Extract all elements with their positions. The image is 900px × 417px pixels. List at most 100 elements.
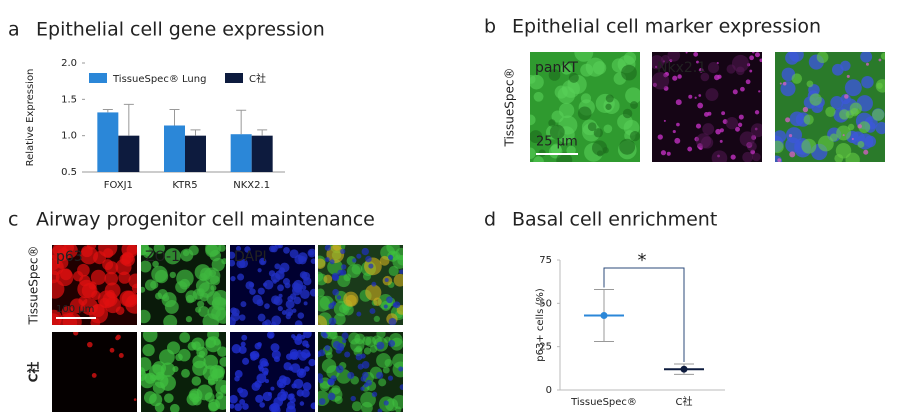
cell	[172, 365, 179, 373]
cell	[387, 375, 394, 381]
cell	[657, 134, 663, 140]
bar	[230, 134, 252, 172]
cell	[677, 74, 682, 79]
cell	[530, 74, 536, 84]
cell	[324, 345, 331, 351]
cell	[259, 402, 265, 408]
cell	[176, 269, 194, 288]
cell	[605, 103, 612, 110]
cell	[373, 297, 382, 306]
cell	[831, 63, 844, 76]
y-tick-label: 0.5	[61, 167, 77, 178]
panel-title: Airway progenitor cell maintenance	[36, 209, 375, 231]
micrograph	[141, 332, 226, 412]
bar	[118, 135, 140, 172]
cell	[801, 138, 817, 154]
cell	[707, 61, 720, 74]
mean-point	[680, 365, 688, 373]
cell	[234, 403, 243, 412]
cell	[661, 54, 670, 64]
cell	[249, 288, 256, 295]
micrograph	[230, 332, 315, 412]
cell	[789, 111, 805, 127]
cell	[79, 275, 91, 287]
cell	[300, 349, 311, 359]
cell	[332, 288, 339, 296]
micrograph	[230, 245, 315, 325]
cell	[205, 336, 222, 353]
channel-label: p63	[56, 249, 83, 265]
cell	[153, 245, 166, 254]
cell	[667, 52, 681, 62]
cell	[197, 300, 205, 308]
cell	[98, 245, 118, 258]
cell	[725, 116, 739, 130]
cell	[730, 154, 736, 160]
cell	[118, 271, 131, 284]
cell	[285, 299, 295, 309]
cell	[116, 334, 121, 340]
cell	[392, 361, 403, 378]
error-bar	[236, 109, 247, 135]
cell	[621, 64, 637, 81]
cell	[196, 384, 213, 401]
cell	[357, 363, 364, 370]
cell	[548, 69, 561, 81]
cell	[388, 265, 399, 277]
cell	[324, 257, 330, 263]
cell	[230, 259, 236, 267]
cell	[858, 121, 871, 134]
cell	[180, 248, 194, 262]
cell	[591, 140, 608, 156]
panel-title: Basal cell enrichment	[512, 209, 717, 231]
cell	[363, 347, 372, 355]
cell	[257, 364, 264, 370]
cell	[178, 348, 191, 362]
y-axis-label: Relative Expression	[25, 69, 36, 167]
cell	[220, 384, 226, 394]
cell	[289, 397, 296, 404]
cell	[199, 273, 208, 282]
cell	[64, 245, 75, 253]
cell	[211, 299, 221, 308]
cell	[779, 82, 782, 85]
cell	[803, 114, 814, 125]
cell	[91, 372, 97, 378]
legend-swatch	[225, 73, 243, 83]
cell	[192, 360, 208, 376]
bar	[185, 135, 206, 172]
cell	[344, 351, 351, 358]
cell	[629, 131, 640, 142]
cell	[872, 108, 885, 121]
micrograph	[318, 245, 403, 325]
cell	[318, 373, 324, 381]
image-content	[775, 52, 885, 162]
bar	[164, 125, 185, 172]
cell	[752, 152, 761, 162]
cell	[198, 306, 210, 317]
cell	[236, 259, 246, 269]
cell	[240, 301, 247, 308]
cell	[169, 403, 180, 412]
cell	[362, 272, 371, 281]
cell	[721, 111, 726, 116]
cell	[383, 400, 389, 406]
cell	[286, 353, 293, 361]
micrograph	[652, 52, 762, 162]
cell	[386, 296, 393, 304]
cell	[719, 139, 723, 143]
cell	[326, 245, 345, 264]
cell	[73, 332, 79, 336]
cell	[603, 124, 613, 134]
cell	[341, 264, 347, 270]
image-content	[73, 332, 137, 401]
cell	[270, 343, 280, 352]
cell	[329, 259, 335, 265]
micrograph	[52, 245, 137, 325]
cell	[844, 94, 849, 99]
cell	[652, 55, 665, 70]
y-tick-label: 25	[539, 342, 552, 353]
image-content	[141, 245, 226, 325]
cell	[264, 319, 272, 325]
